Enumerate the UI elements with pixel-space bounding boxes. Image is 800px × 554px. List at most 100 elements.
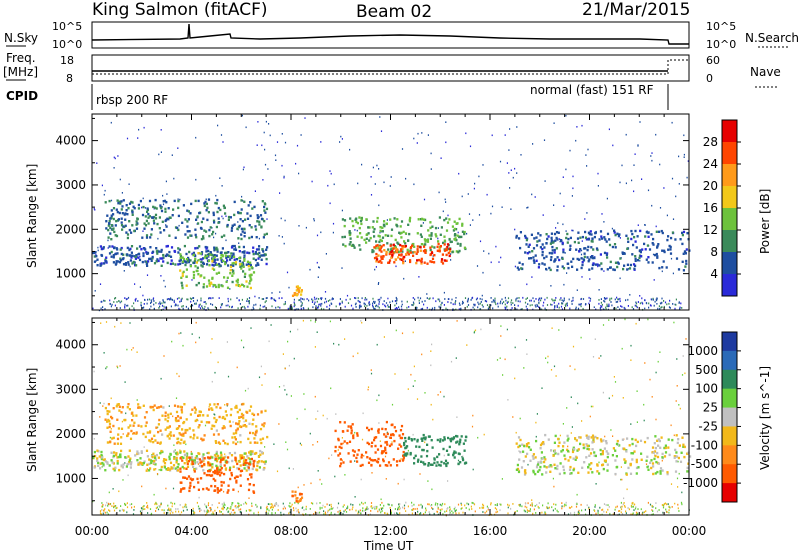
velocity-cbar-label: Velocity [m s^-1] [758,366,772,470]
velocity-cbar-tick-1: 500 [695,363,718,377]
power-cbar-tick-6: 4 [710,267,718,281]
x-tick-label-2: 08:00 [274,524,309,538]
x-tick-label-3: 12:00 [373,524,408,538]
velocity-cbar-tick-2: 100 [695,382,718,396]
x-axis-title: Time UT [363,539,414,553]
nsearch-label: N.Search [745,31,799,45]
power-feature-2 [104,198,269,241]
power-feature-6 [515,229,691,272]
velocity-cbar-tick-5: -100 [691,438,718,452]
velocity-ytick-label-3000: 3000 [55,382,86,396]
power-feature-3 [291,285,303,297]
velocity-feature-5 [403,433,468,468]
power-cbar-tick-4: 12 [703,223,718,237]
power-ytick-label-1000: 1000 [55,267,86,281]
freq-tick-bottom: 8 [66,72,73,85]
power-ytick-label-3000: 3000 [55,178,86,192]
velocity-cbar-seg-2 [722,369,737,390]
velocity-colorbar: 1000 500 100 25 -25 -100 -500 -1000 [683,331,741,503]
power-cbar-seg-4 [722,208,737,231]
power-feature-1 [179,252,256,290]
freq-unit: [MHz] [3,65,38,79]
power-feature-4 [341,216,467,254]
date-title: 21/Mar/2015 [582,0,690,20]
cpid-label: CPID [6,89,38,103]
power-cbar-tick-2: 20 [703,179,718,193]
power-cbar-tick-3: 16 [703,201,718,215]
x-tick-label-1: 04:00 [174,524,209,538]
power-cbar-tick-0: 28 [703,135,718,149]
velocity-cbar-seg-3 [722,388,737,409]
power-feature-5 [373,242,452,265]
power-cbar-seg-6 [722,252,737,275]
velocity-feature-6 [515,433,692,476]
velocity-ylabel: Slant Range [km] [25,368,39,472]
x-tick-label-5: 20:00 [572,524,607,538]
power-ytick-label-2000: 2000 [55,222,86,236]
velocity-feature-4 [334,420,405,468]
velocity-cbar-seg-1 [722,350,737,371]
power-ylabel: Slant Range [km] [25,164,39,268]
velocity-feature-1 [179,456,256,494]
x-axis-labels: 00:00 04:00 08:00 12:00 16:00 20:00 00:00 [75,524,707,538]
velocity-cbar-tick-6: -500 [691,457,718,471]
nave-tick-bottom: 0 [706,72,713,85]
beam-title: Beam 02 [356,2,432,22]
nsearch-tick-bottom: 10^0 [706,38,736,51]
x-tick-label-4: 16:00 [473,524,508,538]
velocity-features-layer [92,402,692,503]
power-cbar-tick-5: 8 [710,245,718,259]
power-cbar-seg-5 [722,230,737,253]
velocity-cbar-seg-0 [722,332,737,352]
velocity-cbar-seg-6 [722,445,737,465]
nave-trace [92,59,689,75]
power-cbar-seg-3 [722,186,737,209]
velocity-cbar-tick-7: -1000 [683,476,718,490]
power-noise-layer [92,114,689,312]
velocity-ytick-label-2000: 2000 [55,427,86,441]
velocity-x-ticks [91,318,690,515]
power-cbar-label: Power [dB] [758,189,772,254]
cpid-left-text: rbsp 200 RF [96,93,168,107]
velocity-feature-2 [104,402,269,446]
velocity-cbar-tick-3: 25 [703,401,718,415]
freq-label: Freq. [6,51,36,65]
velocity-cbar-seg-7 [722,464,737,484]
power-cbar-seg-1 [722,142,737,165]
velocity-panel: 1000 2000 3000 4000 [55,317,692,517]
power-cbar-tick-1: 24 [703,157,718,171]
power-y-axis: 1000 2000 3000 4000 [55,117,689,297]
velocity-y-axis: 1000 2000 3000 4000 [55,321,689,502]
cpid-right-text: normal (fast) 151 RF [530,83,654,97]
power-ytick-label-4000: 4000 [55,134,86,148]
nsky-tick-bottom: 10^0 [52,38,82,51]
x-tick-label-6: 00:00 [672,524,707,538]
velocity-ytick-label-4000: 4000 [55,338,86,352]
velocity-cbar-seg-8 [722,483,737,503]
velocity-cbar-tick-0: 1000 [687,344,718,358]
velocity-cbar-seg-5 [722,426,737,446]
freq-tick-top: 18 [60,54,74,67]
nsky-label: N.Sky [4,31,38,45]
nave-label: Nave [750,65,781,79]
nave-tick-top: 60 [706,54,720,67]
nsky-trace [91,23,689,45]
power-cbar-seg-7 [722,274,737,297]
nsky-panel [91,21,690,49]
freq-panel [91,54,690,82]
velocity-cbar-seg-4 [722,407,737,427]
velocity-ytick-label-1000: 1000 [55,471,86,485]
power-colorbar: 28 24 20 16 12 8 4 [703,119,741,297]
station-title: King Salmon (fitACF) [92,0,268,20]
velocity-feature-0 [92,449,267,472]
velocity-cbar-tick-4: -25 [698,419,718,433]
power-x-ticks [91,114,690,310]
nsky-tick-top: 10^5 [52,20,82,33]
power-cbar-seg-0 [722,120,737,143]
velocity-feature-3 [291,490,304,503]
power-features-layer [92,198,691,297]
power-cbar-seg-2 [722,164,737,187]
power-panel: 1000 2000 3000 4000 [55,113,691,312]
x-tick-label-0: 00:00 [75,524,110,538]
